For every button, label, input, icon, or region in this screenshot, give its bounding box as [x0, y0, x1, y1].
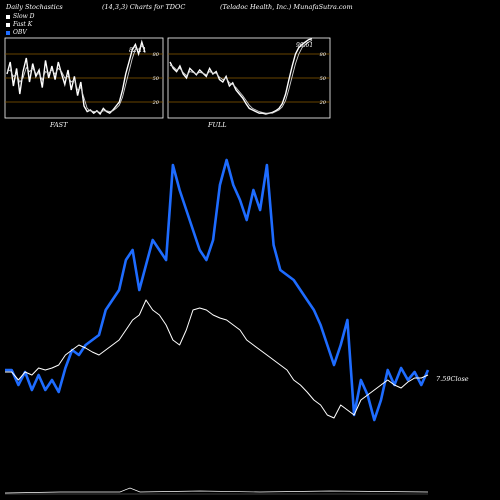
fast-series-slow-d [6, 45, 146, 113]
full-panel-title: FULL [207, 121, 227, 129]
full-level-label-50: 50 [320, 76, 327, 82]
full-level-label-80: 80 [320, 52, 327, 58]
legend-item-slow-d: Slow D [6, 13, 35, 20]
full-value-label: 90.61 [296, 42, 313, 49]
legend-swatch-slow-d [6, 14, 10, 19]
full-level-label-20: 20 [319, 100, 327, 106]
close-price-line [5, 299, 429, 419]
fast-panel-title: FAST [49, 121, 68, 129]
legend-item-fast-k: Fast K [6, 21, 32, 28]
legend-label-fast-k: Fast K [13, 21, 33, 28]
legend-swatch-fast-k [6, 22, 10, 27]
full-series-slow-d [169, 39, 313, 114]
obv-line [5, 158, 430, 422]
fast-value-label: 82.11 [129, 47, 146, 54]
close-price-label: 7.59Close [436, 375, 469, 383]
chart-type-label: Daily Stochastics [6, 3, 63, 11]
legend-label-obv: OBV [13, 29, 27, 36]
company-label: (Teladoc Health, Inc.) MunafaSutra.com [220, 3, 353, 11]
full-series-fast-k [169, 38, 313, 115]
fast-level-label-20: 20 [152, 100, 160, 106]
full-panel: 20 50 80 90.61 FULL [167, 37, 331, 129]
chart-parameters-label: (14,3,3) Charts for TDOC [102, 3, 186, 11]
obv-price-chart: 7.59Close [4, 158, 469, 495]
fast-level-label-50: 50 [153, 76, 160, 82]
volume-line [4, 487, 429, 494]
fast-level-label-80: 80 [153, 52, 160, 58]
fast-panel: 20 50 80 82.11 FAST [4, 37, 164, 129]
legend-swatch-obv [6, 30, 10, 35]
legend-label-slow-d: Slow D [13, 13, 35, 20]
legend-item-obv: OBV [6, 29, 27, 36]
